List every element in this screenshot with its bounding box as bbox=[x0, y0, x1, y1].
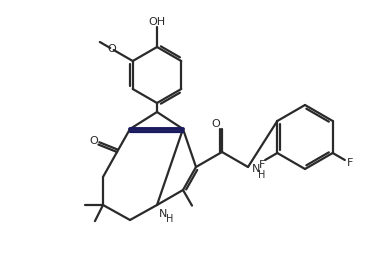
Text: OH: OH bbox=[149, 17, 166, 27]
Text: N: N bbox=[252, 164, 261, 174]
Text: F: F bbox=[259, 160, 265, 170]
Text: H: H bbox=[166, 214, 174, 224]
Text: F: F bbox=[347, 158, 353, 168]
Text: H: H bbox=[258, 170, 265, 180]
Text: O: O bbox=[89, 136, 98, 146]
Text: O: O bbox=[107, 44, 116, 54]
Text: N: N bbox=[159, 209, 167, 219]
Text: O: O bbox=[212, 119, 220, 129]
